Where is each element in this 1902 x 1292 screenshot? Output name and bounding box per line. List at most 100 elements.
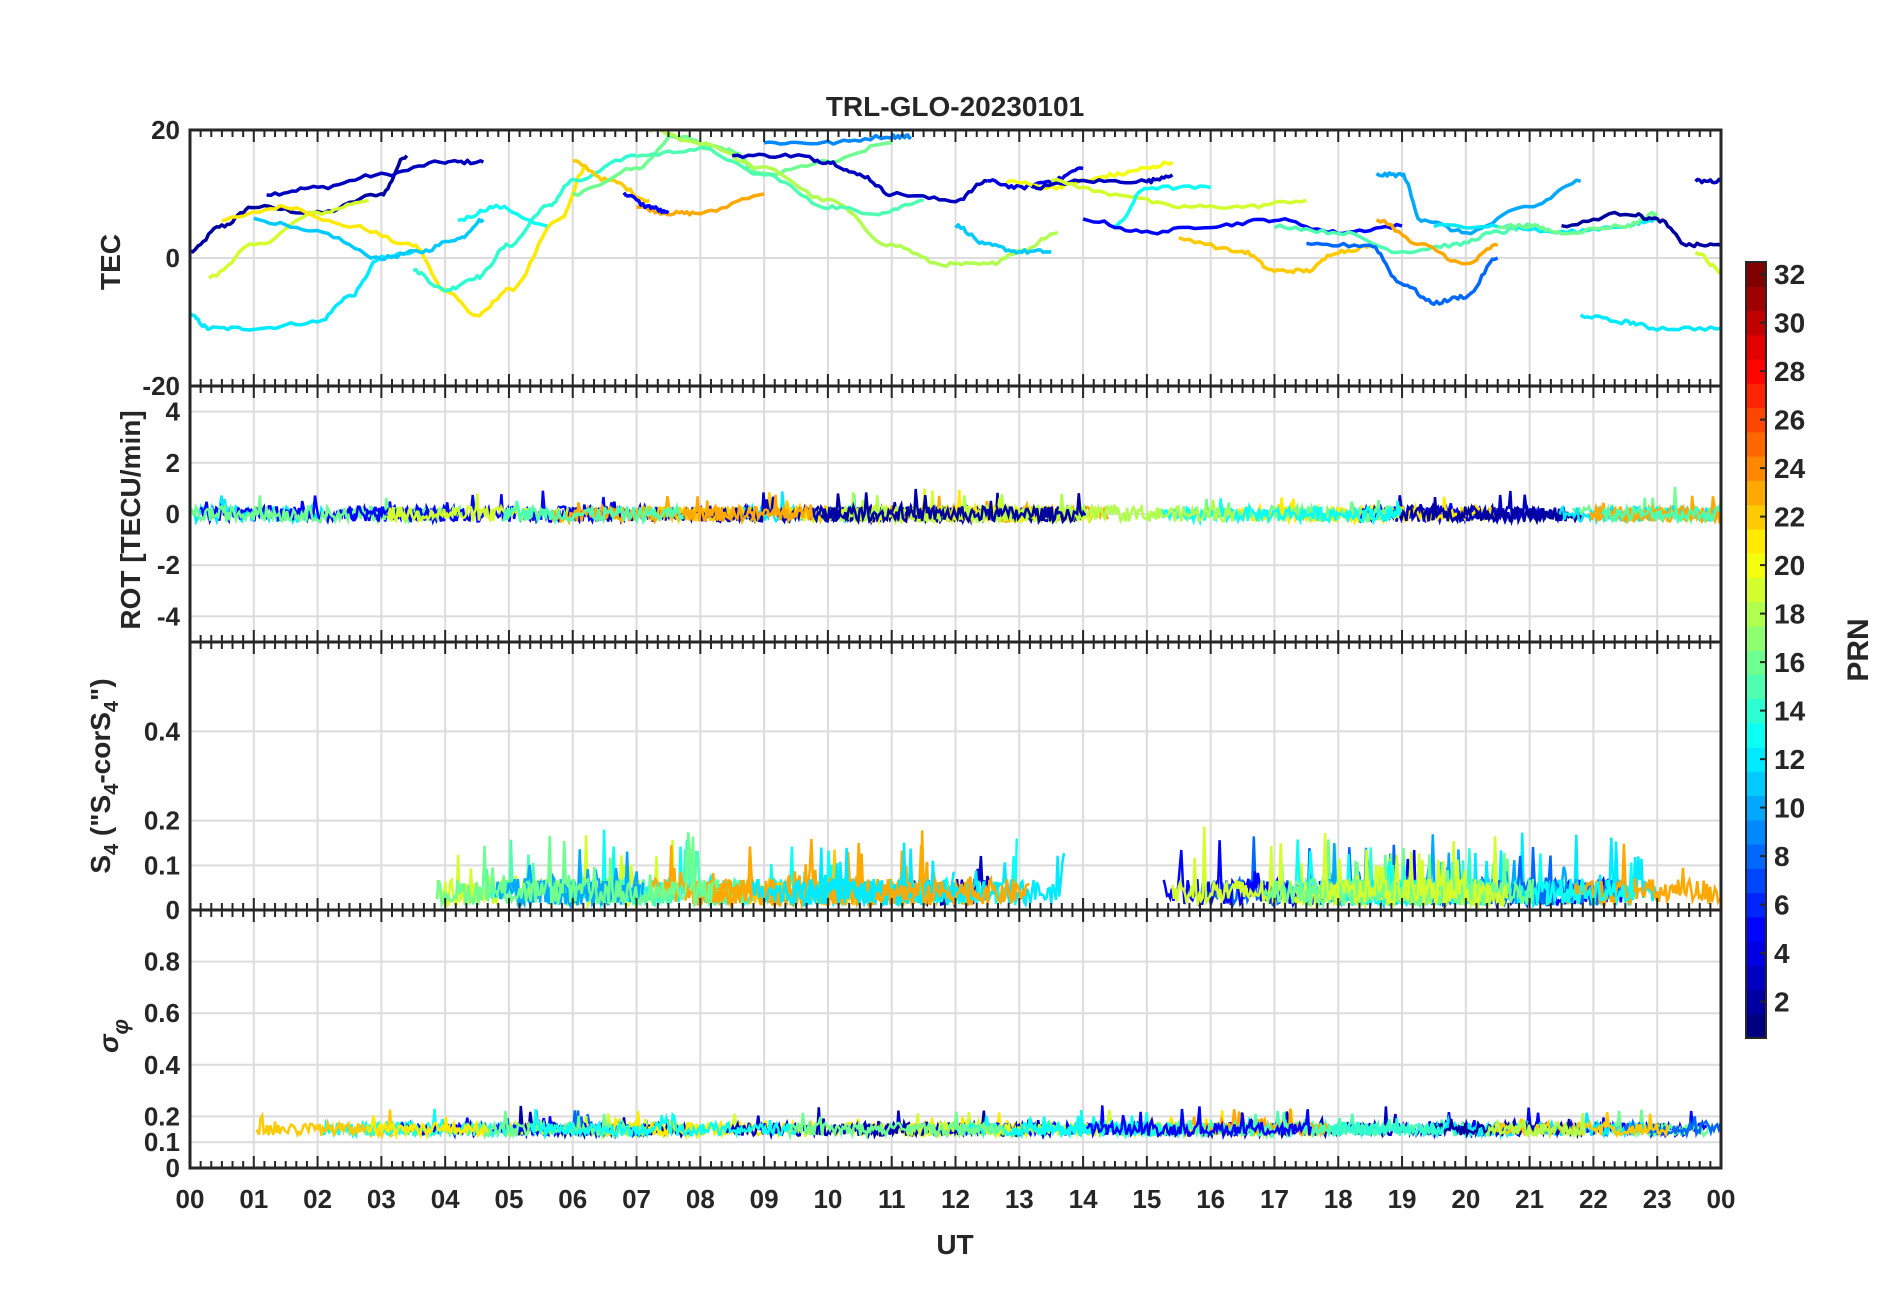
tec-series-line <box>954 223 1052 255</box>
colorbar-swatch <box>1746 334 1766 360</box>
tec-series-line <box>208 198 369 280</box>
colorbar-swatch <box>1746 504 1766 530</box>
x-axis-label: UT <box>936 1229 973 1260</box>
y-tick-label: -4 <box>157 601 181 631</box>
tec-ylabel: TEC <box>95 234 126 290</box>
x-tick-label: 21 <box>1515 1184 1544 1214</box>
tec-series-line <box>636 145 924 217</box>
s4-ylabel-sub1: 4 <box>101 843 123 855</box>
series-line <box>1532 853 1636 909</box>
x-tick-label: 05 <box>494 1184 523 1214</box>
tec-series-line <box>1050 177 1307 210</box>
s4-ylabel-paren-close: ") <box>85 678 116 701</box>
colorbar-swatch <box>1746 480 1766 506</box>
colorbar-swatch <box>1746 1013 1766 1039</box>
y-tick-label: 0 <box>166 895 180 925</box>
rot-series <box>190 486 1721 527</box>
x-tick-label: 13 <box>1005 1184 1034 1214</box>
s4-grid <box>190 642 1721 910</box>
colorbar-tick-label: 22 <box>1774 502 1805 533</box>
series-line <box>1485 1113 1586 1139</box>
x-tick-label: 22 <box>1579 1184 1608 1214</box>
series-line <box>1171 826 1395 910</box>
tec-series-line <box>1579 313 1721 332</box>
x-tick-label: 06 <box>558 1184 587 1214</box>
series-line <box>794 842 1066 909</box>
colorbar-swatch <box>1746 601 1766 627</box>
series-line <box>366 1115 489 1140</box>
series-line <box>1601 500 1721 525</box>
y-tick-label: 0.2 <box>144 806 180 836</box>
tec-series-line <box>457 203 548 228</box>
x-tick-label: 14 <box>1069 1184 1098 1214</box>
series-line <box>529 1109 799 1140</box>
colorbar-tick-label: 28 <box>1774 356 1805 387</box>
tec-series-line <box>253 216 485 262</box>
tec-series <box>190 130 1721 332</box>
tec-series-line <box>648 130 1059 268</box>
colorbar-swatch <box>1746 916 1766 942</box>
series-line <box>190 495 466 526</box>
y-tick-label: 0.1 <box>144 850 180 880</box>
tec-panel: 20 0 -20 <box>142 115 1723 401</box>
colorbar-swatch <box>1746 722 1766 748</box>
colorbar-swatch <box>1746 650 1766 675</box>
series-line <box>1331 1117 1447 1139</box>
y-tick-label: 0.6 <box>144 998 180 1028</box>
colorbar-swatch <box>1746 286 1766 312</box>
series-line <box>435 832 720 909</box>
tec-series-line <box>190 250 415 332</box>
series-line <box>502 500 685 526</box>
colorbar-tick-label: 16 <box>1774 647 1805 678</box>
x-tick-label: 23 <box>1643 1184 1672 1214</box>
tec-series-line <box>763 133 913 146</box>
series-line <box>1160 498 1403 527</box>
series-line <box>958 493 1236 525</box>
x-tick-label: 12 <box>941 1184 970 1214</box>
series-line <box>1085 1106 1313 1141</box>
colorbar-tick-label: 18 <box>1774 599 1805 630</box>
y-tick-label: 0.1 <box>144 1127 180 1157</box>
y-tick-label: 0.2 <box>144 1101 180 1131</box>
colorbar-swatch <box>1746 553 1766 578</box>
y-tick-label: 2 <box>166 448 180 478</box>
colorbar-swatch <box>1746 528 1766 554</box>
y-tick-label: 0 <box>166 243 180 273</box>
tec-series-line <box>622 191 670 215</box>
tec-series-line <box>1694 250 1721 275</box>
tec-series-line <box>412 153 637 293</box>
colorbar-swatch <box>1746 844 1766 869</box>
x-tick-label: 04 <box>431 1184 460 1214</box>
tec-series-line <box>1496 210 1659 236</box>
sigma-phi-ylabel: σφ <box>93 1019 133 1053</box>
colorbar-frame <box>1745 261 1767 1039</box>
rot-ylabel: ROT [TECU/min] <box>115 410 146 629</box>
x-tick-label: 00 <box>1707 1184 1736 1214</box>
x-tick-label: 17 <box>1260 1184 1289 1214</box>
colorbar-tick-label: 20 <box>1774 550 1805 581</box>
series-line <box>1565 843 1721 907</box>
y-tick-label: -2 <box>157 550 180 580</box>
x-tick-label: 16 <box>1196 1184 1225 1214</box>
series-line <box>915 488 1100 526</box>
colorbar-swatch <box>1746 941 1766 966</box>
colorbar-tick-label: 10 <box>1774 793 1805 824</box>
series-line <box>820 488 1087 526</box>
x-tick-label: 19 <box>1388 1184 1417 1214</box>
tec-grid <box>190 130 1721 386</box>
colorbar-tick-label: 4 <box>1774 938 1790 969</box>
tec-series-line <box>1178 235 1378 275</box>
colorbar-swatch <box>1746 771 1766 797</box>
x-tick-label: 18 <box>1324 1184 1353 1214</box>
x-tick-label: 01 <box>239 1184 268 1214</box>
y-tick-label: 20 <box>151 115 180 145</box>
x-tick-label: 10 <box>813 1184 842 1214</box>
series-line <box>364 1118 518 1139</box>
colorbar-swatch <box>1746 795 1766 821</box>
colorbar-swatch <box>1746 698 1766 724</box>
colorbar-swatch <box>1746 431 1766 457</box>
s4-ylabel-sub3: 4 <box>101 700 123 712</box>
